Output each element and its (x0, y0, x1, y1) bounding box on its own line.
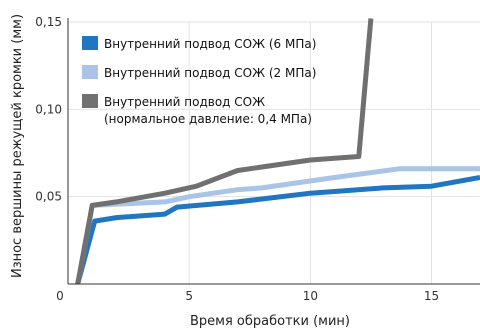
series-line-0 (75, 175, 480, 285)
x-tick-label-2: 10 (303, 289, 318, 303)
y-tick-label-2: 0,15 (35, 15, 62, 29)
series-line-2 (75, 18, 374, 285)
legend-swatch-2mpa (82, 65, 98, 79)
grid-lines (68, 21, 480, 284)
legend-swatch-6mpa (82, 36, 98, 50)
x-tick-label-0: 0 (56, 289, 64, 303)
series-lines (75, 18, 480, 285)
x-tick-label-1: 5 (185, 289, 193, 303)
tick-labels: 0 5 10 15 0,05 0,10 0,15 (35, 15, 439, 303)
legend-label-6mpa: Внутренний подвод СОЖ (6 МПа) (104, 37, 316, 51)
y-axis-label: Износ вершины режущей кромки (мм) (10, 14, 25, 278)
y-tick-label-1: 0,10 (35, 102, 62, 116)
y-tick-label-0: 0,05 (35, 190, 62, 204)
x-tick-label-3: 15 (424, 289, 439, 303)
legend-label-normal: Внутренний подвод СОЖ (104, 95, 265, 109)
legend-label-normal-line2: (нормальное давление: 0,4 МПа) (104, 112, 312, 126)
x-axis-label: Время обработки (мин) (190, 314, 350, 329)
legend-label-2mpa: Внутренний подвод СОЖ (2 МПа) (104, 66, 316, 80)
legend-swatch-normal (82, 94, 98, 108)
legend: Внутренний подвод СОЖ (6 МПа) Внутренний… (82, 36, 316, 126)
axes (67, 18, 480, 285)
